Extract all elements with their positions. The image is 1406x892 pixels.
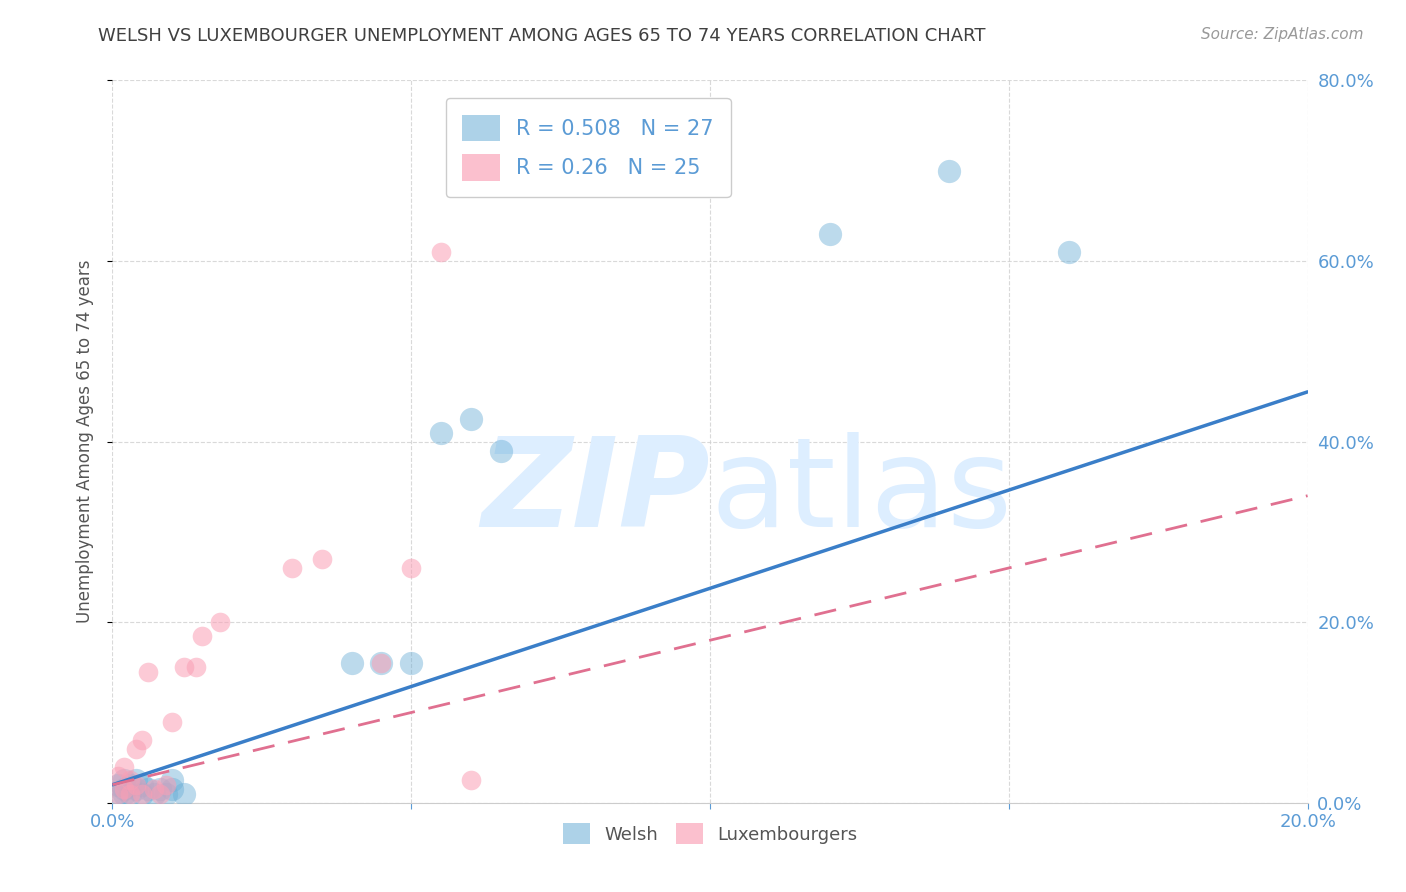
Point [125,782,148,797]
Point [173,660,195,674]
Point [162,714,183,729]
Text: WELSH VS LUXEMBOURGER UNEMPLOYMENT AMONG AGES 65 TO 74 YEARS CORRELATION CHART: WELSH VS LUXEMBOURGER UNEMPLOYMENT AMONG… [98,27,986,45]
Point [120,773,142,788]
Point [818,227,841,241]
Point [114,760,135,774]
Point [107,769,129,783]
Text: atlas: atlas [710,432,1012,553]
Point [138,782,160,797]
Point [460,773,482,788]
Point [311,552,333,566]
Point [114,782,135,797]
Point [131,787,153,801]
Point [131,778,153,792]
Point [155,787,177,801]
Point [125,778,148,792]
Point [120,787,142,801]
Point [114,782,135,797]
Point [114,787,135,801]
Point [489,443,512,458]
Point [401,656,423,670]
Point [191,629,214,643]
Point [149,787,172,801]
Point [155,778,177,792]
Point [114,773,135,788]
Point [131,732,153,747]
Point [938,163,960,178]
Point [401,561,423,575]
Point [1057,244,1080,259]
Point [460,412,482,426]
Point [107,787,129,801]
Text: ZIP: ZIP [481,432,710,553]
Point [143,782,166,797]
Point [138,665,160,679]
Text: Source: ZipAtlas.com: Source: ZipAtlas.com [1201,27,1364,42]
Point [107,787,129,801]
Point [340,656,363,670]
Point [162,782,183,797]
Point [370,656,392,670]
Point [430,425,453,440]
Point [186,660,208,674]
Point [131,787,153,801]
Point [370,656,392,670]
Y-axis label: Unemployment Among Ages 65 to 74 years: Unemployment Among Ages 65 to 74 years [76,260,94,624]
Point [430,244,453,259]
Point [120,787,142,801]
Point [120,778,142,792]
Point [173,787,195,801]
Point [125,773,148,788]
Point [281,561,304,575]
Point [125,741,148,756]
Point [107,778,129,792]
Legend: Welsh, Luxembourgers: Welsh, Luxembourgers [555,816,865,852]
Point [143,787,166,801]
Point [209,615,232,630]
Point [162,773,183,788]
Point [149,782,172,797]
